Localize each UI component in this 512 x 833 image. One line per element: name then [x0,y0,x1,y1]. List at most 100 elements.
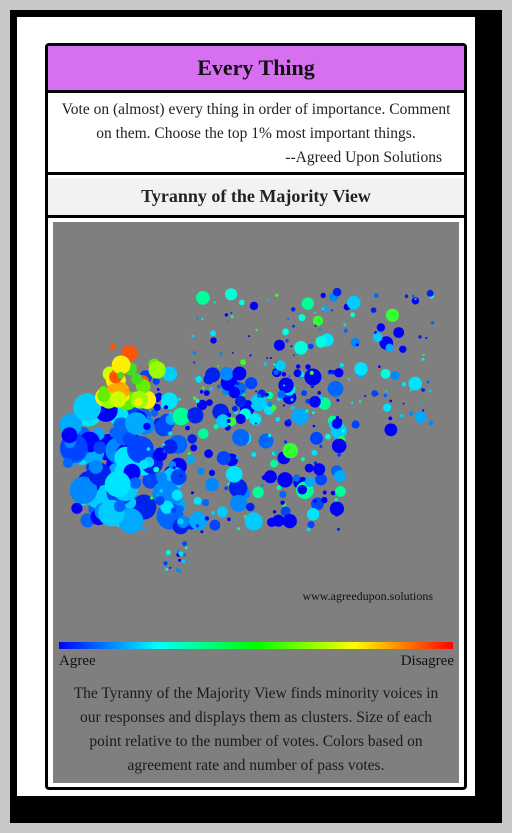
card-title: Every Thing [48,46,464,93]
cluster-point [244,512,263,531]
cluster-point [304,476,315,487]
cluster-point [203,390,210,396]
cluster-point [291,408,309,425]
cluster-point [196,317,199,320]
cluster-point [250,394,267,411]
cluster-point [294,341,308,355]
cluster-point [313,499,317,503]
cluster-point [421,357,425,361]
cluster-point [411,297,420,305]
view-title: Tyranny of the Majority View [48,178,464,218]
cluster-point [270,459,278,468]
cluster-point [346,295,361,310]
cluster-point [374,293,379,298]
cluster-point [343,328,348,333]
cluster-point [322,490,327,495]
cluster-point [152,377,160,385]
scatter-plot [59,287,435,573]
cluster-point [261,475,267,481]
cluster-point [209,519,221,531]
cluster-point [335,486,346,497]
cluster-point [213,410,217,414]
cluster-point [165,554,169,557]
cluster-point [313,463,326,476]
cluster-point [331,309,334,312]
cluster-point [240,359,247,366]
cluster-point [385,343,394,352]
cluster-point [277,472,293,488]
cluster-point [252,486,264,498]
cluster-point [334,497,339,502]
cluster-point [142,472,159,489]
cluster-point [374,331,377,334]
cluster-point [301,297,314,310]
cluster-point [399,414,404,418]
cluster-point [273,369,279,376]
cluster-point [150,409,159,417]
cluster-point [162,366,178,382]
cluster-point [287,318,290,321]
cluster-point [286,418,292,424]
cluster-point [228,386,241,399]
cluster-point [277,390,286,399]
cluster-point [310,384,315,388]
cluster-point [231,351,234,354]
cluster-point [384,423,398,437]
cluster-point [255,390,258,393]
cluster-point [199,390,204,394]
cluster-point [200,530,204,534]
cluster-point [181,559,186,563]
cluster-point [373,332,383,342]
cluster-point [168,411,173,415]
cluster-point [155,495,165,506]
cluster-point [318,397,331,410]
cluster-point [378,365,381,368]
cluster-point [162,443,166,447]
cluster-point [343,323,347,326]
cluster-point [216,451,231,466]
cluster-point [153,403,161,412]
cluster-point [141,526,146,531]
cluster-point [267,299,270,302]
cluster-point [371,390,378,397]
cluster-point [228,478,248,498]
cluster-point [190,491,194,495]
cluster-point [263,362,267,366]
cluster-point [109,391,127,408]
cluster-point [210,337,217,344]
visualization-panel: www.agreedupon.solutions Agree Disagree … [53,222,459,783]
cluster-point [337,453,341,457]
cluster-point [409,411,414,416]
cluster-point [161,392,178,410]
cluster-point [170,507,177,514]
cluster-point [139,459,149,470]
cluster-point [347,378,350,381]
cluster-point [418,335,422,339]
cluster-point [176,549,180,553]
cluster-point [97,389,111,403]
cluster-point [273,339,285,351]
cluster-point [104,471,131,497]
cluster-point [232,366,247,381]
cluster-point [292,354,295,357]
cluster-point [227,517,231,522]
cluster-point [401,358,404,361]
cluster-point [306,508,320,521]
cluster-point [248,335,251,338]
cluster-point [73,393,102,422]
cluster-point [63,458,73,468]
cluster-point [245,377,258,390]
cluster-point [163,561,168,566]
cluster-point [414,411,427,424]
cluster-point [376,323,386,332]
cluster-point [224,313,229,317]
cluster-point [113,417,129,433]
cluster-point [300,457,305,462]
cluster-point [195,376,203,383]
cluster-point [141,498,154,512]
cluster-point [195,398,200,403]
cluster-point [281,372,287,377]
cluster-point [226,320,229,323]
cluster-point [414,297,417,301]
cluster-point [230,315,234,319]
